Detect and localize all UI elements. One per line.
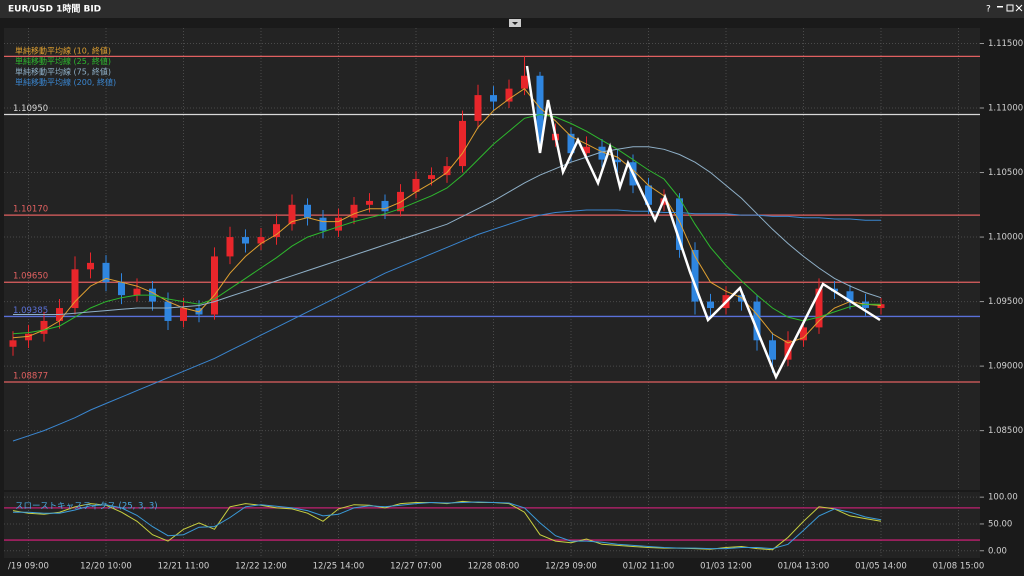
candle-body (133, 288, 141, 296)
candle-body (40, 320, 48, 334)
candle-body (397, 191, 404, 212)
candle-body (877, 304, 885, 309)
legend-entry: 単純移動平均線 (25, 終値) (15, 56, 111, 66)
candle-body (428, 175, 435, 179)
y-tick-label: 1.11000 (988, 104, 1023, 114)
candle-body (583, 146, 590, 154)
candle-body (226, 237, 234, 257)
candle-body (242, 237, 249, 244)
candle-body (288, 204, 296, 225)
series-line (12, 209, 881, 442)
candle-body (102, 262, 110, 283)
x-tick-label: 01/03 12:00 (700, 562, 752, 572)
candle-body (459, 120, 466, 167)
candle-body (474, 95, 482, 121)
candle-body (412, 178, 420, 192)
collapse-arrow (512, 22, 518, 25)
x-tick-label: 01/08 15:00 (933, 562, 985, 572)
panel-title: スローストキャスティクス (25, 3, 3) (15, 502, 158, 512)
series-line (13, 146, 882, 315)
minimize-button[interactable] (997, 6, 1003, 8)
x-tick-label: /19 09:00 (8, 562, 49, 572)
level-label: 1.09650 (13, 272, 48, 282)
candle-body (9, 340, 17, 347)
candle-body (521, 75, 528, 89)
y-tick-label: 1.09500 (988, 297, 1023, 307)
series-line (13, 501, 882, 550)
window-title: EUR/USD 1時間 BID (8, 3, 101, 15)
candle-body (257, 237, 265, 244)
price-panel (4, 28, 980, 490)
close-button[interactable] (1015, 4, 1023, 12)
y-tick-label: 0.00 (988, 546, 1007, 556)
candle-body (614, 159, 621, 163)
candle-body (800, 327, 807, 341)
x-tick-label: 12/22 12:00 (235, 562, 287, 572)
candle-body (164, 301, 172, 321)
maximize-button[interactable] (1006, 4, 1014, 12)
y-tick-label: 1.10000 (988, 233, 1023, 243)
candle-body (118, 282, 125, 296)
candle-body (846, 291, 854, 302)
candle-body (784, 340, 792, 360)
legend-entry: 単純移動平均線 (10, 終値) (15, 46, 111, 56)
series-line (12, 88, 882, 344)
candle-body (304, 204, 311, 218)
candle-body (319, 217, 327, 231)
candle-body (815, 288, 823, 328)
y-tick-label: 1.08500 (988, 426, 1023, 436)
help-button[interactable]: ? (986, 5, 991, 15)
x-tick-label: 12/29 09:00 (545, 562, 597, 572)
title-bar (0, 0, 1024, 18)
x-tick-label: 12/20 10:00 (80, 562, 132, 572)
series-line (12, 113, 881, 335)
candle-body (180, 308, 187, 321)
candle-body (862, 301, 869, 309)
legend-entry: 単純移動平均線 (75, 終値) (15, 67, 111, 77)
x-tick-label: 01/05 14:00 (855, 562, 907, 572)
candle-body (645, 185, 652, 205)
candle-body (350, 204, 358, 218)
candle-body (567, 133, 575, 154)
zigzag-annotation (525, 65, 881, 381)
level-label: 1.10950 (13, 104, 48, 114)
y-tick-label: 50.00 (988, 519, 1012, 529)
candle-body (211, 256, 218, 315)
y-tick-label: 100.00 (988, 493, 1018, 503)
x-tick-label: 12/25 14:00 (313, 562, 365, 572)
candle-body (490, 95, 497, 102)
candle-body (25, 333, 32, 341)
level-label: 1.09385 (13, 306, 48, 316)
candle-body (71, 269, 79, 309)
x-tick-label: 12/21 11:00 (158, 562, 210, 572)
y-tick-label: 1.09000 (988, 362, 1023, 372)
candle-body (598, 146, 606, 160)
series-line (12, 500, 882, 551)
level-label: 1.08877 (13, 371, 48, 381)
y-tick-label: 1.10500 (988, 168, 1023, 178)
candle-body (691, 249, 699, 302)
x-tick-label: 01/04 13:00 (778, 562, 830, 572)
candle-body (707, 301, 714, 309)
level-label: 1.10170 (13, 205, 48, 215)
y-tick-label: 1.11500 (988, 39, 1023, 49)
candle-body (87, 262, 94, 270)
x-tick-label: 12/27 07:00 (390, 562, 442, 572)
candle-body (381, 200, 389, 212)
candle-body (505, 88, 513, 102)
candle-body (769, 340, 776, 360)
candle-body (273, 224, 280, 238)
candle-body (443, 166, 451, 176)
candle-body (676, 198, 683, 250)
x-tick-label: 12/28 08:00 (468, 562, 520, 572)
legend-entry: 単純移動平均線 (200, 終値) (15, 77, 116, 87)
x-tick-label: 01/02 11:00 (623, 562, 675, 572)
candle-body (366, 200, 373, 205)
candle-body (335, 217, 342, 231)
candle-body (753, 301, 761, 341)
